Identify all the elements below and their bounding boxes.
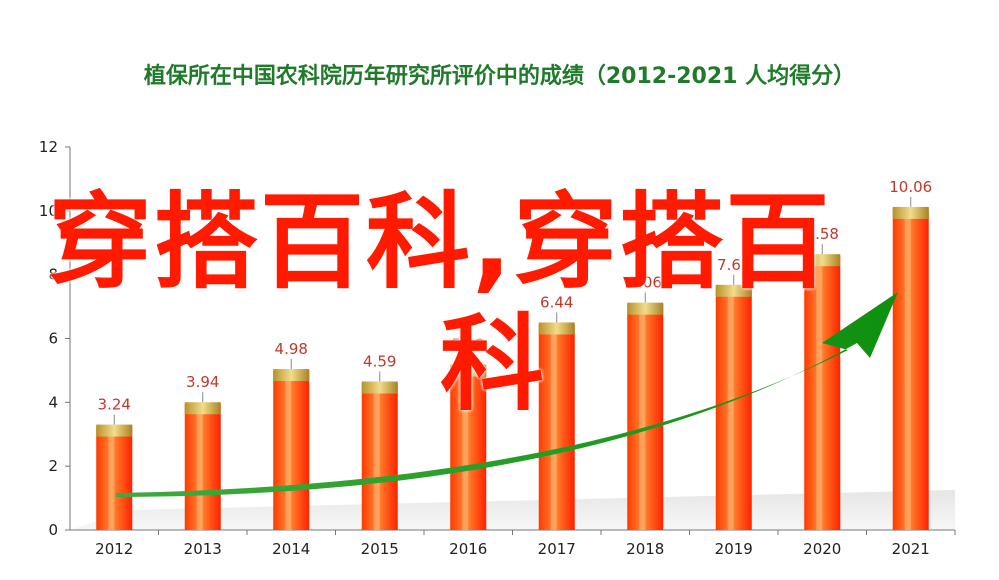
- value-label: 4.59: [363, 353, 396, 371]
- bar-2018: [627, 304, 664, 530]
- bar-highlight: [373, 383, 380, 530]
- bar-highlight: [727, 286, 734, 530]
- bar-cap: [804, 254, 841, 267]
- bar-cap: [627, 302, 664, 315]
- bar-2015: [361, 383, 398, 530]
- value-label: 3.94: [186, 373, 219, 391]
- x-tick-label: 2021: [892, 540, 930, 558]
- bar-2017: [538, 324, 575, 530]
- y-tick-label: 6: [48, 330, 58, 348]
- bar-cap: [715, 284, 752, 297]
- bar-cap: [450, 364, 487, 377]
- value-label: 7.06: [629, 274, 662, 292]
- bar-highlight: [550, 324, 557, 530]
- y-tick-label: 8: [48, 266, 58, 284]
- value-label: 4.98: [275, 340, 308, 358]
- x-tick-label: 2015: [361, 540, 399, 558]
- y-tick-label: 4: [48, 393, 58, 411]
- y-tick-label: 10: [39, 202, 58, 220]
- bar-highlight: [196, 404, 203, 530]
- bar-2019: [715, 286, 752, 530]
- x-tick-label: 2020: [803, 540, 841, 558]
- bar-2016: [450, 366, 487, 530]
- bar-highlight: [816, 256, 823, 530]
- x-tick-label: 2013: [184, 540, 222, 558]
- x-tick-label: 2017: [538, 540, 576, 558]
- bar-cap: [273, 369, 310, 382]
- y-tick-label: 0: [48, 521, 58, 539]
- value-label: 8.58: [806, 225, 839, 243]
- x-tick-label: 2019: [715, 540, 753, 558]
- bar-cap: [184, 402, 221, 415]
- bar-2021: [892, 208, 929, 530]
- bar-2012: [96, 426, 133, 530]
- chart-title: 植保所在中国农科院历年研究所评价中的成绩（2012-2021 人均得分）: [143, 64, 856, 89]
- bar-cap: [538, 322, 575, 335]
- trend-arrow: [116, 292, 898, 497]
- bar-highlight: [904, 208, 911, 530]
- bar-cap: [361, 381, 398, 394]
- x-tick-label: 2014: [272, 540, 310, 558]
- y-tick-label: 2: [48, 457, 58, 475]
- value-label: 10.06: [889, 178, 932, 196]
- x-tick-label: 2016: [449, 540, 487, 558]
- value-label: 3.24: [98, 396, 131, 414]
- bar-cap: [892, 206, 929, 219]
- value-label: 7.62: [717, 256, 750, 274]
- bar-highlight: [285, 371, 292, 530]
- value-label: 6.44: [540, 293, 573, 311]
- bar-highlight: [108, 426, 115, 530]
- bar-2014: [273, 371, 310, 530]
- y-tick-label: 12: [39, 138, 58, 156]
- bar-2020: [804, 256, 841, 530]
- bar-highlight: [462, 366, 469, 530]
- bar-2013: [184, 404, 221, 530]
- value-label: 5.12: [452, 336, 485, 354]
- bar-highlight: [639, 304, 646, 530]
- bar-cap: [96, 424, 133, 437]
- x-tick-label: 2018: [626, 540, 664, 558]
- x-tick-label: 2012: [95, 540, 133, 558]
